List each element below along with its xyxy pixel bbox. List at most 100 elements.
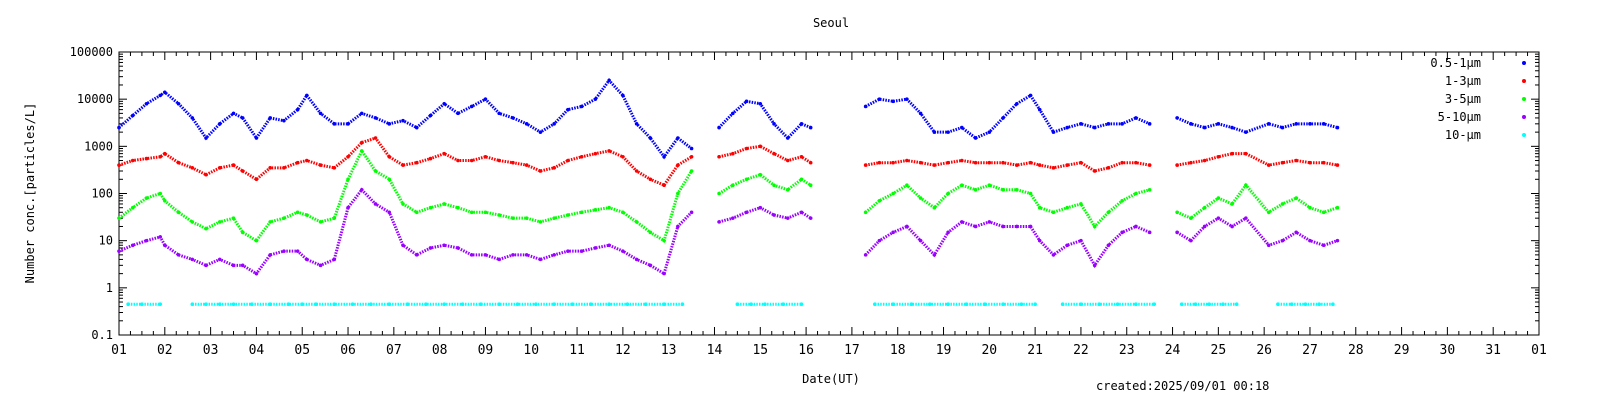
- data-point: [932, 253, 937, 257]
- data-point: [863, 163, 868, 167]
- data-point: [946, 230, 950, 235]
- data-point: [305, 257, 309, 262]
- data-point: [483, 97, 488, 101]
- data-point: [511, 216, 515, 220]
- data-point: [318, 220, 323, 224]
- data-point: [589, 302, 593, 306]
- data-point: [240, 116, 245, 120]
- series-line: [864, 183, 1151, 229]
- data-point: [579, 249, 584, 253]
- y-tick-label: 1: [106, 281, 113, 295]
- data-point: [689, 146, 694, 151]
- data-point: [1092, 169, 1097, 173]
- data-point: [538, 130, 543, 134]
- x-tick-label: 12: [615, 343, 631, 358]
- data-point: [1015, 187, 1019, 192]
- x-tick-label: 13: [661, 343, 677, 358]
- data-point: [401, 163, 405, 167]
- x-tick-label: 30: [1440, 343, 1456, 358]
- data-point: [538, 220, 543, 224]
- data-point: [1230, 125, 1234, 130]
- data-point: [163, 90, 167, 95]
- data-point: [877, 238, 882, 243]
- data-point: [387, 154, 392, 159]
- data-point: [117, 249, 121, 253]
- series-line: [718, 144, 812, 164]
- data-point: [144, 238, 149, 243]
- data-point: [891, 160, 895, 165]
- data-point: [1106, 122, 1111, 126]
- data-point: [648, 230, 653, 235]
- data-point: [268, 253, 272, 257]
- data-point: [204, 226, 208, 231]
- data-point: [497, 302, 501, 306]
- data-point: [731, 151, 735, 156]
- series-line: [1176, 182, 1338, 220]
- data-point: [1321, 160, 1326, 165]
- data-point: [744, 177, 749, 182]
- series-line: [864, 220, 1151, 269]
- x-tick-label: 16: [798, 343, 814, 358]
- data-point: [676, 136, 680, 140]
- x-tick-label: 21: [1027, 343, 1043, 358]
- data-point: [570, 302, 575, 306]
- data-point: [1244, 216, 1248, 220]
- data-point: [282, 216, 286, 220]
- x-tick-label: 17: [844, 343, 860, 358]
- data-point: [295, 160, 300, 165]
- data-point: [217, 166, 222, 170]
- data-point: [1028, 224, 1033, 229]
- x-tick-label: 28: [1348, 343, 1364, 358]
- data-point: [424, 302, 428, 306]
- data-point: [634, 257, 639, 262]
- data-point: [891, 302, 895, 306]
- data-point: [1216, 122, 1221, 126]
- data-point: [1079, 202, 1083, 206]
- data-point: [808, 160, 813, 165]
- data-point: [163, 151, 167, 156]
- data-point: [1037, 238, 1042, 243]
- data-point: [905, 158, 909, 163]
- data-point: [946, 160, 950, 165]
- data-point: [497, 111, 501, 116]
- data-point: [1001, 116, 1005, 120]
- data-point: [1028, 160, 1033, 165]
- data-point: [1175, 116, 1179, 120]
- data-point: [1079, 238, 1083, 243]
- data-point: [579, 154, 584, 159]
- data-point: [483, 154, 488, 159]
- x-tick-label: 05: [294, 343, 310, 358]
- series-2: [117, 147, 1340, 243]
- data-point: [190, 257, 195, 262]
- series-line: [118, 147, 693, 243]
- data-point: [217, 220, 222, 224]
- data-point: [359, 111, 364, 116]
- data-point: [268, 302, 272, 306]
- legend-marker: [1522, 133, 1526, 137]
- data-point: [772, 122, 776, 126]
- data-point: [607, 302, 611, 306]
- data-point: [1331, 302, 1335, 306]
- data-point: [946, 130, 950, 134]
- data-point: [414, 160, 419, 165]
- data-point: [1230, 224, 1234, 229]
- y-tick-label: 10000: [77, 92, 113, 106]
- data-point: [1015, 163, 1019, 167]
- data-point: [318, 163, 323, 167]
- data-point: [1207, 302, 1211, 306]
- data-point: [240, 263, 245, 268]
- data-point: [460, 302, 465, 306]
- data-point: [140, 302, 144, 306]
- data-point: [1037, 163, 1042, 167]
- data-point: [987, 130, 992, 134]
- data-point: [946, 302, 950, 306]
- data-point: [1321, 243, 1326, 248]
- data-point: [359, 187, 364, 192]
- data-point: [130, 243, 135, 248]
- data-point: [1019, 302, 1024, 306]
- data-point: [772, 213, 776, 217]
- data-point: [662, 238, 666, 243]
- created-timestamp: created:2025/09/01 00:18: [1096, 379, 1269, 393]
- x-tick-label: 08: [432, 343, 448, 358]
- x-tick-label: 24: [1165, 343, 1181, 358]
